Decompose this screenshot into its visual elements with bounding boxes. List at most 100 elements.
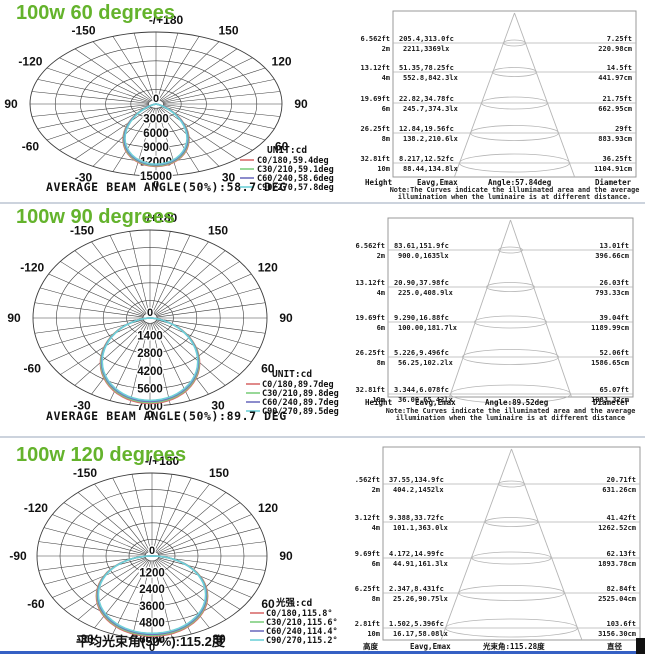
radial-scale-label: 2400 — [139, 584, 165, 596]
section-100w-60: 100w 60 degrees 150 -150 120 -120 90 90 60 -60 3… — [0, 0, 645, 202]
table-column-header: Angle:89.52deg — [485, 398, 549, 407]
polar-grid-spoke — [60, 261, 145, 315]
polar-grid-spoke — [162, 105, 266, 141]
polar-grid-spoke — [133, 33, 155, 100]
angle-tick-label: 0 — [147, 409, 153, 421]
section-100w-120: 100w 120 degrees 150 -150 120 -120 90 -90 60 -6… — [0, 436, 645, 655]
average-beam-angle-label: AVERAGE BEAM ANGLE(50%):58.7 DEG — [46, 180, 287, 194]
eavg-emax-lx-value: 552.8,842.3lx — [403, 74, 459, 82]
polar-grid-spoke — [156, 302, 266, 318]
angle-tick-label: 150 — [208, 224, 228, 238]
polar-grid-spoke — [156, 318, 266, 334]
diameter-cm-value: 1983.32cm — [591, 396, 629, 404]
polar-grid-spoke — [74, 107, 152, 160]
polar-grid-spoke — [159, 41, 220, 101]
height-ft-value: 19.69ft — [355, 550, 380, 558]
table-column-header: Diameter — [593, 398, 630, 407]
polar-grid-spoke — [59, 57, 151, 102]
polar-grid-spoke — [74, 250, 146, 315]
angle-tick-label: -/+180 — [145, 454, 180, 468]
polar-grid-spoke — [43, 557, 146, 585]
polar-grid-spoke — [158, 527, 261, 555]
angle-tick-label: -30 — [76, 632, 94, 646]
polar-grid-spoke — [154, 477, 192, 552]
average-beam-angle-label: AVERAGE BEAM ANGLE(50%):89.7 DEG — [46, 409, 287, 423]
angle-tick-label: -30 — [75, 171, 93, 185]
polar-intensity-chart-60: 150 -150 120 -120 90 90 60 -60 30 -30 -/+180 0 0 3000… — [4, 13, 333, 193]
polar-grid-spoke — [152, 235, 191, 314]
diameter-ft-value: 82.84ft — [606, 585, 636, 593]
angle-tick-label: -30 — [73, 398, 91, 412]
note-text: Note:The Curves indicate the illuminated… — [390, 186, 640, 194]
eavg-emax-lx-value: 100.00,181.7lx — [398, 324, 458, 332]
radial-scale-label: 5600 — [137, 383, 163, 395]
angle-tick-label: 60 — [261, 597, 275, 611]
polar-grid-spoke — [112, 560, 150, 635]
cone-side — [511, 448, 583, 641]
angle-tick-label: 60 — [261, 362, 275, 376]
polar-grid-spoke — [77, 559, 148, 620]
angle-tick-label: 90 — [7, 311, 21, 325]
polar-grid-spoke — [158, 107, 200, 172]
eavg-emax-fc-value: 5.226,9.496fc — [394, 349, 449, 357]
angle-tick-label: -150 — [71, 23, 95, 37]
illuminated-area-ellipse — [486, 282, 535, 292]
polar-grid-spoke — [43, 527, 146, 555]
polar-grid-spoke — [63, 502, 147, 554]
height-ft-value: 13.12ft — [355, 279, 385, 287]
height-ft-value: 6.562ft — [360, 35, 390, 43]
polar-grid-spoke — [157, 33, 179, 100]
polar-intensity-chart-90: 150 -150 120 -120 90 90 60 -60 30 -30 -/+180 0 0 1400… — [7, 211, 339, 421]
angle-tick-label: -120 — [24, 501, 48, 515]
polar-grid-spoke — [155, 261, 240, 315]
radial-scale-label: 0 — [149, 545, 155, 557]
section-title: 100w 90 degrees — [16, 206, 175, 228]
angle-tick-label: 90 — [279, 311, 293, 325]
angle-tick-label: -150 — [70, 224, 94, 238]
polar-grid-spoke — [161, 106, 253, 151]
angle-tick-label: 0 — [149, 642, 155, 654]
polar-grid-spoke — [74, 321, 146, 386]
eavg-emax-lx-value: 56.25,102.2lx — [398, 359, 454, 367]
polar-grid-spoke — [152, 474, 173, 552]
eavg-emax-fc-value: 1.502,5.396fc — [389, 620, 444, 628]
cone-diagram-60: 6.562ft 2m 205.4,313.0fc 2211,3369lx 7.25ft 2… — [360, 10, 640, 201]
polar-grid-spoke — [153, 322, 209, 395]
diameter-ft-value: 103.6ft — [606, 620, 636, 628]
illuminated-area-ellipse — [484, 517, 539, 527]
diameter-ft-value: 29ft — [615, 125, 632, 133]
height-m-value: 4m — [382, 74, 390, 82]
polar-grid-spoke — [163, 105, 275, 129]
polar-grid-spoke — [46, 105, 150, 141]
diameter-cm-value: 220.98cm — [598, 45, 632, 53]
eavg-emax-fc-value: 12.84,19.56fc — [399, 125, 454, 133]
radial-scale-label: 1200 — [139, 568, 165, 580]
legend-entry-label: C30/210,89.8deg — [262, 389, 339, 399]
intensity-curve-3 — [97, 555, 207, 635]
table-column-header: Height — [365, 398, 392, 407]
illuminated-area-ellipse — [503, 39, 526, 47]
polar-grid-spoke — [158, 557, 261, 585]
illuminated-area-ellipse — [450, 384, 571, 404]
polar-grid-spoke — [109, 322, 148, 401]
illuminated-area-ellipse — [492, 67, 537, 77]
cone-diagram-90: 6.562ft 2m 83.61,151.9fc 900.0,1635lx 13.01f… — [355, 217, 635, 422]
radial-scale-label: 3000 — [143, 113, 169, 125]
polar-grid-spoke — [31, 91, 149, 104]
angle-tick-label: 30 — [211, 398, 225, 412]
polar-grid-spoke — [155, 483, 210, 552]
angle-tick-label: 90 — [4, 97, 18, 111]
angle-tick-label: 120 — [258, 261, 278, 275]
diameter-ft-value: 62.13ft — [606, 550, 636, 558]
height-ft-value: 19.69ft — [360, 95, 390, 103]
height-ft-value: 13.12ft — [355, 514, 380, 522]
polar-grid-spoke — [158, 556, 266, 571]
radial-scale-label: 9000 — [143, 142, 169, 154]
angle-tick-label: 30 — [222, 171, 236, 185]
angle-tick-label: -/+180 — [143, 211, 178, 225]
height-m-value: 8m — [382, 135, 390, 143]
diameter-cm-value: 631.26cm — [602, 486, 636, 494]
polar-grid-spoke — [158, 36, 200, 101]
polar-grid-spoke — [52, 558, 147, 598]
diameter-cm-value: 2525.04cm — [598, 595, 636, 603]
